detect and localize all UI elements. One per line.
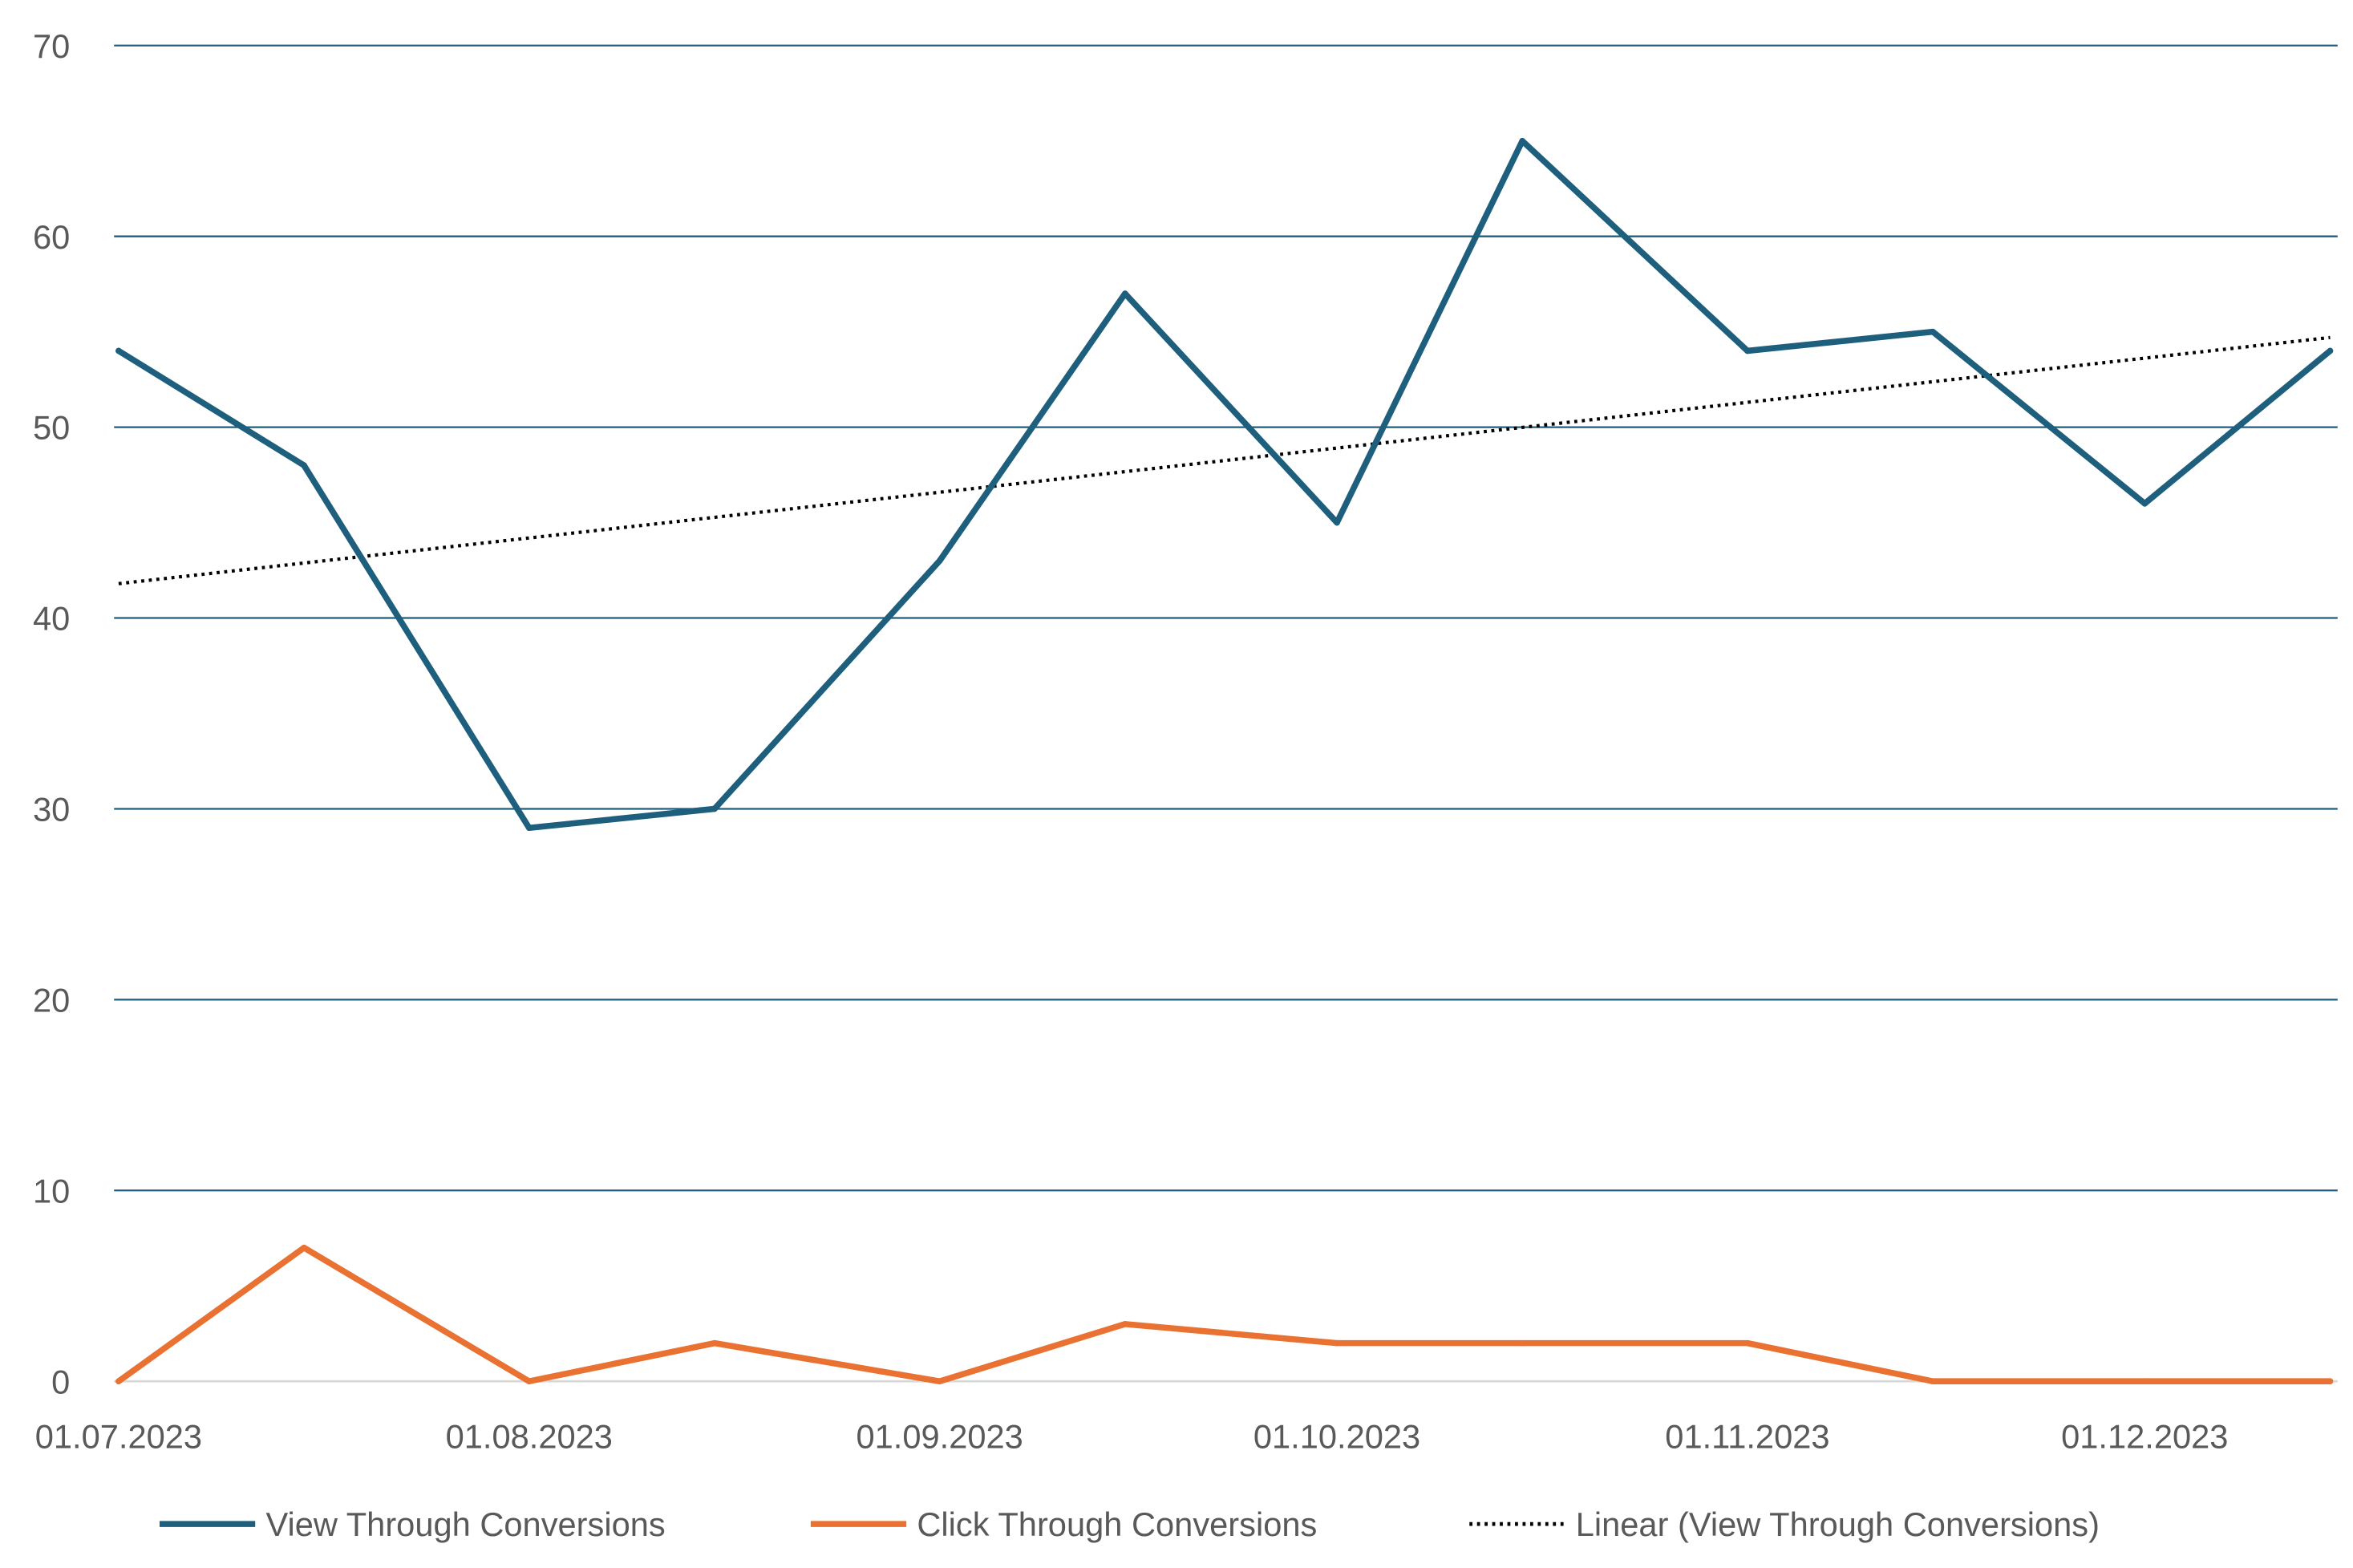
y-tick-label: 50 [33,409,70,447]
data-point [1930,328,1936,335]
data-point [1744,347,1751,355]
y-tick-label: 20 [33,982,70,1019]
data-point [2327,347,2334,355]
data-point [2327,1378,2334,1385]
y-tick-label: 70 [33,27,70,65]
x-tick-label: 01.07.2023 [35,1417,202,1455]
data-point [525,1378,533,1385]
x-tick-label: 01.12.2023 [2061,1417,2228,1455]
data-point [301,1244,307,1251]
data-point [711,805,718,812]
data-point [936,557,943,564]
data-point [1744,1339,1751,1347]
data-point [1122,290,1128,297]
data-point [1930,1378,1936,1385]
legend-label-click-through: Click Through Conversions [917,1505,1317,1543]
series-line-click-through [115,1244,2334,1385]
data-point [301,462,307,468]
legend-label-trendline: Linear (View Through Conversions) [1576,1505,2100,1543]
data-point [711,1339,718,1347]
series-lines [115,137,2334,1385]
y-tick-label: 40 [33,600,70,638]
data-point [1334,1339,1340,1347]
data-point [1122,1321,1128,1327]
y-axis-ticks: 0 10 20 30 40 50 60 70 [33,27,70,1400]
data-point [1334,519,1340,526]
data-point [1519,1339,1526,1347]
y-tick-label: 0 [51,1363,70,1400]
data-point [936,1378,943,1385]
data-point [1519,137,1526,144]
y-tick-label: 30 [33,791,70,829]
legend-label-view-through: View Through Conversions [265,1505,665,1543]
x-tick-label: 01.08.2023 [446,1417,613,1455]
data-point [525,825,533,832]
legend: View Through Conversions Click Through C… [159,1505,2100,1543]
x-axis-ticks: 01.07.2023 01.08.2023 01.09.2023 01.10.2023… [35,1417,2229,1455]
gridlines [114,44,2338,1383]
y-tick-label: 10 [33,1172,70,1209]
x-tick-label: 01.09.2023 [856,1417,1023,1455]
data-point [2141,500,2148,507]
trendline [118,335,2331,585]
x-tick-label: 01.10.2023 [1253,1417,1420,1455]
y-tick-label: 60 [33,218,70,256]
series-line-view-through [115,137,2334,832]
data-point [115,1378,122,1385]
data-point [115,347,122,355]
data-point [2141,1378,2148,1385]
x-tick-label: 01.11.2023 [1665,1417,1829,1455]
